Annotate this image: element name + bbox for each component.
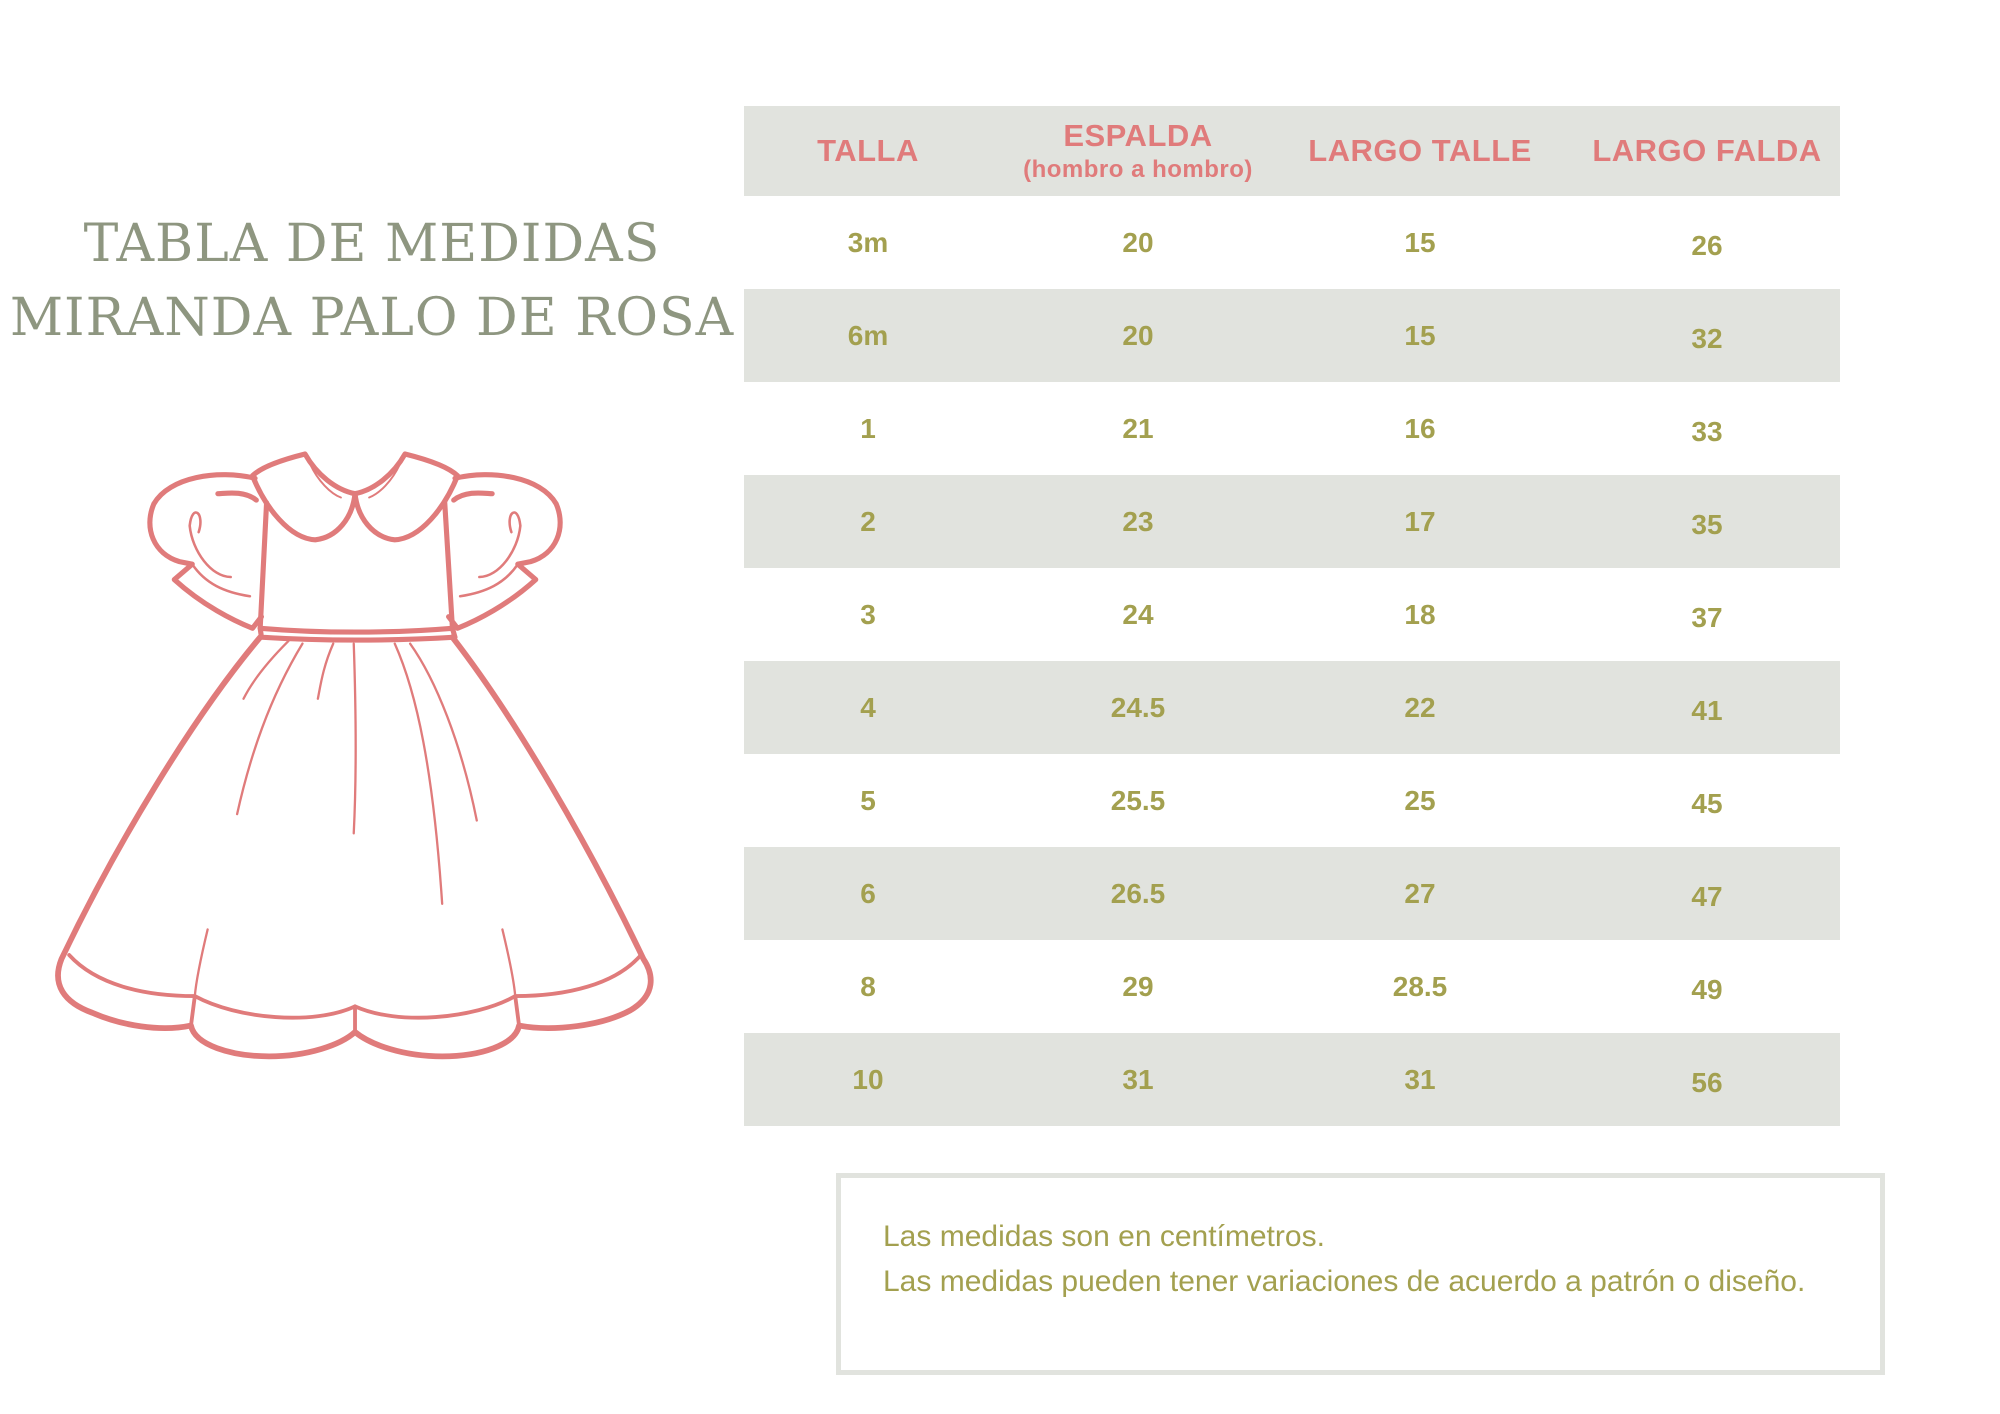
talla-cell: 3m bbox=[847, 226, 889, 258]
largo-falda-cell: 35 bbox=[1691, 508, 1723, 540]
espalda-cell: 29 bbox=[1122, 970, 1154, 1002]
header-espalda: ESPALDA (hombro a hombro) bbox=[1023, 118, 1253, 184]
table-row: 6 26.5 27 47 bbox=[744, 847, 1840, 940]
largo-falda-cell: 37 bbox=[1691, 601, 1723, 633]
note-line-1: Las medidas son en centímetros. bbox=[883, 1220, 1325, 1253]
talla-cell: 1 bbox=[860, 412, 876, 444]
espalda-cell: 26.5 bbox=[1110, 877, 1166, 909]
largo-talle-cell: 15 bbox=[1404, 226, 1436, 258]
table-row: 6m 20 15 32 bbox=[744, 289, 1840, 382]
talla-cell: 2 bbox=[860, 505, 876, 537]
largo-falda-cell: 49 bbox=[1691, 973, 1723, 1005]
largo-talle-cell: 16 bbox=[1404, 412, 1436, 444]
espalda-cell: 31 bbox=[1122, 1063, 1154, 1095]
talla-cell: 6 bbox=[860, 877, 876, 909]
largo-talle-cell: 18 bbox=[1404, 598, 1436, 630]
title-line-1: TABLA DE MEDIDAS bbox=[83, 214, 661, 274]
talla-cell: 8 bbox=[860, 970, 876, 1002]
largo-falda-cell: 47 bbox=[1691, 880, 1723, 912]
largo-falda-cell: 45 bbox=[1691, 787, 1723, 819]
table-row: 3m 20 15 26 bbox=[744, 196, 1840, 289]
page-title: TABLA DE MEDIDAS MIRANDA PALO DE ROSA bbox=[0, 207, 744, 355]
header-espalda-label: ESPALDA bbox=[1063, 118, 1213, 153]
table-row: 3 24 18 37 bbox=[744, 568, 1840, 661]
largo-talle-cell: 27 bbox=[1404, 877, 1436, 909]
talla-cell: 3 bbox=[860, 598, 876, 630]
espalda-cell: 21 bbox=[1122, 412, 1154, 444]
table-row: 10 31 31 56 bbox=[744, 1033, 1840, 1126]
dress-illustration-icon bbox=[55, 451, 654, 1060]
table-row: 5 25.5 25 45 bbox=[744, 754, 1840, 847]
table-row: 4 24.5 22 41 bbox=[744, 661, 1840, 754]
title-line-2: MIRANDA PALO DE ROSA bbox=[9, 288, 735, 348]
largo-talle-cell: 22 bbox=[1404, 691, 1436, 723]
espalda-cell: 24 bbox=[1122, 598, 1154, 630]
largo-falda-cell: 33 bbox=[1691, 415, 1723, 447]
espalda-cell: 24.5 bbox=[1110, 691, 1166, 723]
table-row: 1 21 16 33 bbox=[744, 382, 1840, 475]
size-table: TALLA ESPALDA (hombro a hombro) LARGO TA… bbox=[744, 106, 1840, 1126]
talla-cell: 4 bbox=[860, 691, 876, 723]
largo-talle-cell: 31 bbox=[1404, 1063, 1436, 1095]
note-line-2: Las medidas pueden tener variaciones de … bbox=[883, 1265, 1806, 1298]
largo-falda-cell: 41 bbox=[1691, 694, 1723, 726]
espalda-cell: 20 bbox=[1122, 319, 1154, 351]
espalda-cell: 20 bbox=[1122, 226, 1154, 258]
table-row: 8 29 28.5 49 bbox=[744, 940, 1840, 1033]
largo-talle-cell: 15 bbox=[1404, 319, 1436, 351]
header-espalda-sub: (hombro a hombro) bbox=[1023, 156, 1253, 183]
talla-cell: 5 bbox=[860, 784, 876, 816]
espalda-cell: 25.5 bbox=[1110, 784, 1166, 816]
table-header-row: TALLA ESPALDA (hombro a hombro) LARGO TA… bbox=[744, 106, 1840, 196]
largo-talle-cell: 17 bbox=[1404, 505, 1436, 537]
talla-cell: 10 bbox=[852, 1063, 884, 1095]
table-row: 2 23 17 35 bbox=[744, 475, 1840, 568]
header-largo-talle: LARGO TALLE bbox=[1308, 133, 1532, 168]
header-talla: TALLA bbox=[817, 133, 919, 168]
largo-talle-cell: 28.5 bbox=[1392, 970, 1448, 1002]
espalda-cell: 23 bbox=[1122, 505, 1154, 537]
header-largo-falda: LARGO FALDA bbox=[1592, 133, 1822, 168]
talla-cell: 6m bbox=[847, 319, 889, 351]
largo-falda-cell: 32 bbox=[1691, 322, 1723, 354]
note-box: Las medidas son en centímetros. Las medi… bbox=[836, 1173, 1885, 1375]
largo-falda-cell: 26 bbox=[1691, 229, 1723, 261]
largo-falda-cell: 56 bbox=[1691, 1066, 1723, 1098]
largo-talle-cell: 25 bbox=[1404, 784, 1436, 816]
